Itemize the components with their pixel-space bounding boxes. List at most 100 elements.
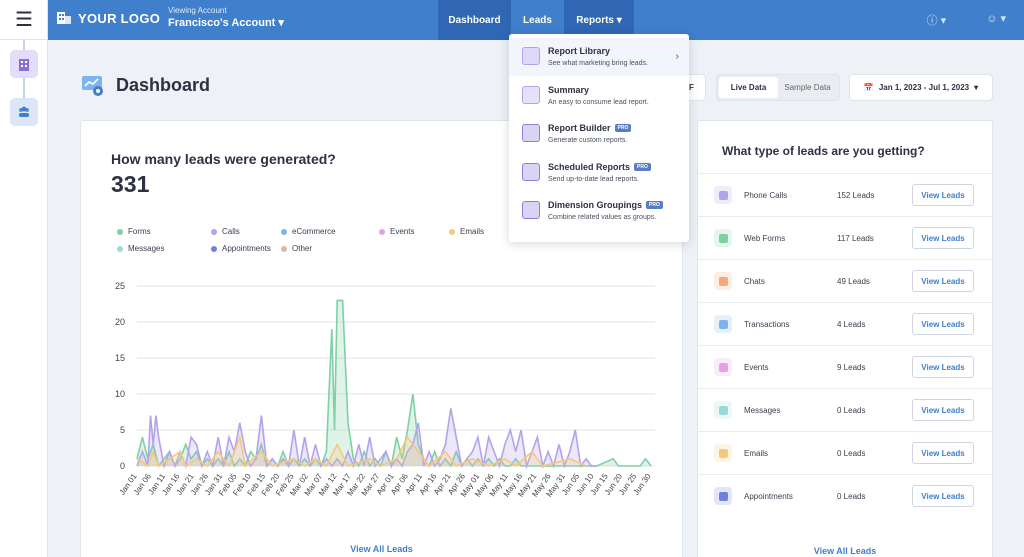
legend-dot [281,228,287,235]
team-icon[interactable] [10,98,38,126]
legend-label: Calls [222,227,240,236]
view-leads-button[interactable]: View Leads [912,442,974,464]
series-line-calls [136,408,597,470]
hamburger-menu-icon[interactable]: ☰ [0,0,48,40]
view-leads-button[interactable]: View Leads [912,399,974,421]
legend-label: Appointments [222,244,271,253]
chevron-right-icon: › [675,51,679,62]
y-tick-label: 25 [115,281,125,291]
logo-text: YOUR LOGO [78,10,161,26]
legend-item-calls[interactable]: Calls [211,227,240,236]
reports-menu-item[interactable]: Summary An easy to consume lead report. [509,77,689,115]
scheduled-reports-icon [522,162,540,181]
reports-menu-title: Summary [548,84,590,95]
lead-type-count: 0 Leads [837,491,866,501]
top-right-actions: ⓘ ▾ ☺ ▾ [927,12,1006,28]
events-icon [714,358,732,376]
reports-menu-item[interactable]: Scheduled Reports PRO Send up-to-date lead… [509,154,689,192]
legend-label: Forms [128,227,151,236]
reports-menu-item[interactable]: Dimension Groupings PRO Combine related va… [509,192,689,230]
chevron-down-icon: ▾ [616,14,622,26]
summary-icon [522,85,540,104]
lead-type-count: 9 Leads [837,362,866,372]
lead-type-count: 117 Leads [837,233,874,243]
lead-type-count: 49 Leads [837,276,870,286]
account-switcher[interactable]: Viewing Account Francisco's Account ▾ [168,6,284,29]
report-library-icon [522,47,540,65]
y-tick-label: 10 [115,389,125,399]
lead-types-question: What type of leads are you getting? [722,144,925,158]
legend-dot [379,228,385,235]
view-leads-button[interactable]: View Leads [912,313,974,335]
legend-dot [281,245,287,252]
legend-dot [211,228,217,235]
view-leads-button[interactable]: View Leads [912,356,974,378]
lead-type-row: Web Forms 117 Leads View Leads [698,216,994,259]
legend-label: Messages [128,244,165,253]
legend-item-messages[interactable]: Messages [117,244,164,253]
view-leads-button[interactable]: View Leads [912,270,974,292]
logo[interactable]: YOUR LOGO [56,10,160,26]
view-all-leads-link[interactable]: View All Leads [350,544,413,554]
emails-icon [714,444,732,462]
reports-menu-title: Report Builder PRO [548,123,632,133]
calendar-icon: 📅 [863,83,874,92]
legend-dot [117,245,123,252]
reports-menu-title: Report Library [548,46,611,56]
lead-types-card: What type of leads are you getting? Phon… [697,120,994,557]
nav-tab-reports[interactable]: Reports ▾ [564,0,634,40]
legend-item-ecommerce[interactable]: eCommerce [281,227,336,236]
date-range-picker[interactable]: 📅 Jan 1, 2023 - Jul 1, 2023 ▾ [849,74,993,101]
legend-label: Emails [460,227,485,236]
account-name: Francisco's Account ▾ [168,17,284,29]
lead-type-label: Web Forms [744,233,786,243]
legend-label: Other [292,244,313,253]
nav-tab-dashboard[interactable]: Dashboard [438,0,511,40]
legend-item-appointments[interactable]: Appointments [211,244,271,253]
rail-connector [23,40,25,120]
series-area-emails [137,437,587,466]
lead-type-count: 4 Leads [837,319,866,329]
view-leads-button[interactable]: View Leads [912,184,974,206]
lead-type-label: Messages [744,405,781,415]
legend-item-other[interactable]: Other [281,244,312,253]
lead-type-row: Transactions 4 Leads View Leads [698,302,994,345]
legend-label: Events [390,227,415,236]
y-tick-label: 20 [115,317,125,327]
live-data-option[interactable]: Live Data [719,77,778,98]
view-leads-button[interactable]: View Leads [912,227,974,249]
legend-item-forms[interactable]: Forms [117,227,151,236]
lead-type-count: 0 Leads [837,448,866,458]
reports-dropdown-menu: Report Library See what marketing bring l… [509,34,689,242]
legend-item-events[interactable]: Events [379,227,414,236]
lead-type-row: Phone Calls 152 Leads View Leads [698,173,994,216]
reports-menu-item[interactable]: Report Builder PRO Generate custom reports… [509,115,689,153]
nav-tab-leads[interactable]: Leads [523,14,552,26]
lead-type-label: Chats [744,276,765,286]
user-account-icon[interactable]: ☺ ▾ [986,13,1006,25]
transactions-icon [714,315,732,333]
reports-menu-item[interactable]: Report Library See what marketing bring l… [509,38,689,76]
lead-type-label: Transactions [744,319,790,329]
view-all-leads-link[interactable]: View All Leads [813,546,877,556]
lead-type-count: 0 Leads [837,405,866,415]
main-nav: Dashboard Leads Reports ▾ [438,0,634,40]
y-tick-label: 0 [120,461,125,471]
lead-type-row: Chats 49 Leads View Leads [698,259,994,302]
lead-type-row: Messages 0 Leads View Leads [698,388,994,431]
sample-data-option[interactable]: Sample Data [784,83,831,92]
messages-icon [714,401,732,419]
lead-type-label: Emails [744,448,769,458]
view-leads-button[interactable]: View Leads [912,485,974,507]
dashboard-icon [82,76,103,96]
legend-item-emails[interactable]: Emails [449,227,484,236]
reports-menu-title: Scheduled Reports PRO [548,162,651,172]
reports-menu-description: Combine related values as groups. [548,214,657,221]
help-icon[interactable]: ⓘ ▾ [926,15,947,27]
logo-icon [57,12,71,24]
legend-dot [211,245,217,252]
building-icon[interactable] [10,50,38,78]
phone-calls-icon [714,186,732,204]
reports-menu-description: Send up-to-date lead reports. [548,175,640,183]
